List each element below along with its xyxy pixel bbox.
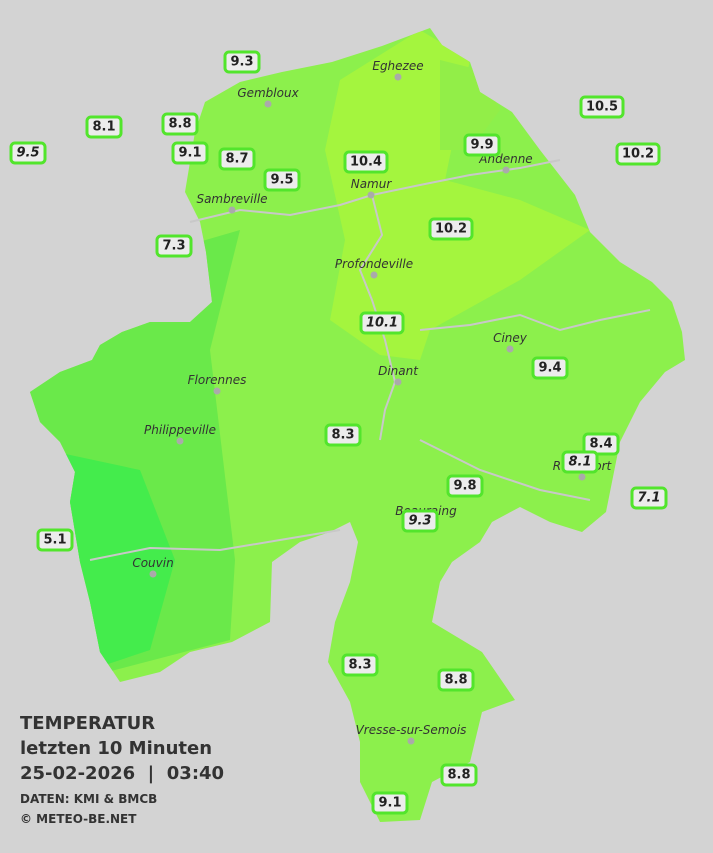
city-label: Florennes <box>188 373 247 387</box>
station-value: 9.3 <box>230 55 253 70</box>
station-value: 5.1 <box>43 533 66 548</box>
station-value: 10.2 <box>622 147 654 162</box>
legend-title: TEMPERATUR <box>20 713 155 734</box>
station-box <box>615 142 661 166</box>
city-label: Sambreville <box>196 192 267 206</box>
station-value: 10.5 <box>586 100 618 115</box>
station-box <box>561 450 599 474</box>
station-value: 8.1 <box>568 455 591 470</box>
station-box <box>85 115 123 139</box>
station-box <box>579 95 625 119</box>
city-dot <box>228 206 236 214</box>
legend-timestamp: 25-02-2026 | 03:40 <box>20 763 224 784</box>
station-box <box>371 791 409 815</box>
station-value: 10.1 <box>366 316 398 331</box>
city-label: Dinant <box>378 364 419 378</box>
city-label: Profondeville <box>335 257 413 271</box>
legend-copyright: © METEO-BE.NET <box>20 812 137 826</box>
legend-subtitle: letzten 10 Minuten <box>20 738 212 759</box>
station-value: 9.8 <box>453 479 476 494</box>
city-label: Namur <box>351 177 393 191</box>
city-label: Couvin <box>132 556 173 570</box>
city-dot <box>506 345 514 353</box>
station-box <box>218 147 256 171</box>
station-value: 8.8 <box>447 768 470 783</box>
station-box <box>582 432 620 456</box>
city-dot <box>264 100 272 108</box>
city-label: Ciney <box>493 331 528 345</box>
station-value: 9.9 <box>470 138 493 153</box>
station-value: 9.5 <box>270 173 293 188</box>
station-value: 8.1 <box>92 120 115 135</box>
station-box <box>171 141 209 165</box>
station-value: 8.4 <box>589 437 612 452</box>
station-box <box>341 653 379 677</box>
station-box <box>155 234 193 258</box>
station-value: 8.8 <box>168 117 191 132</box>
city-dot <box>502 166 510 174</box>
station-value: 7.3 <box>162 239 185 254</box>
station-box <box>359 311 405 335</box>
station-box <box>161 112 199 136</box>
city-dot <box>370 271 378 279</box>
city-dot <box>367 191 375 199</box>
station-box <box>437 668 475 692</box>
station-box <box>263 168 301 192</box>
station-box <box>440 763 478 787</box>
station-value: 8.3 <box>348 658 371 673</box>
city-dot <box>213 387 221 395</box>
legend-source: DATEN: KMI & BMCB <box>20 792 157 806</box>
station-box <box>428 217 474 241</box>
station-value: 9.1 <box>178 146 201 161</box>
station-value: 8.8 <box>444 673 467 688</box>
city-label: Gembloux <box>237 86 299 100</box>
station-box <box>463 133 501 157</box>
station-value: 9.1 <box>378 796 401 811</box>
station-value: 9.5 <box>16 146 39 161</box>
city-dot <box>578 473 586 481</box>
station-box <box>343 150 389 174</box>
station-box <box>446 474 484 498</box>
city-dot <box>394 73 402 81</box>
station-value: 10.4 <box>350 155 382 170</box>
station-box <box>36 528 74 552</box>
city-dot <box>407 737 415 745</box>
station-value: 8.3 <box>331 428 354 443</box>
city-dot <box>149 570 157 578</box>
city-label: Eghezee <box>372 59 423 73</box>
station-box <box>401 509 439 533</box>
station-value: 7.1 <box>637 491 660 506</box>
station-box <box>9 141 47 165</box>
city-dot <box>394 378 402 386</box>
station-box <box>531 356 569 380</box>
city-dot <box>176 437 184 445</box>
station-value: 10.2 <box>435 222 467 237</box>
city-label: Philippeville <box>144 423 216 437</box>
station-box <box>324 423 362 447</box>
city-label: Vresse-sur-Semois <box>356 723 467 737</box>
station-value: 9.4 <box>538 361 561 376</box>
station-box <box>223 50 261 74</box>
station-value: 9.3 <box>408 514 431 529</box>
station-value: 8.7 <box>225 152 248 167</box>
station-box <box>630 486 668 510</box>
